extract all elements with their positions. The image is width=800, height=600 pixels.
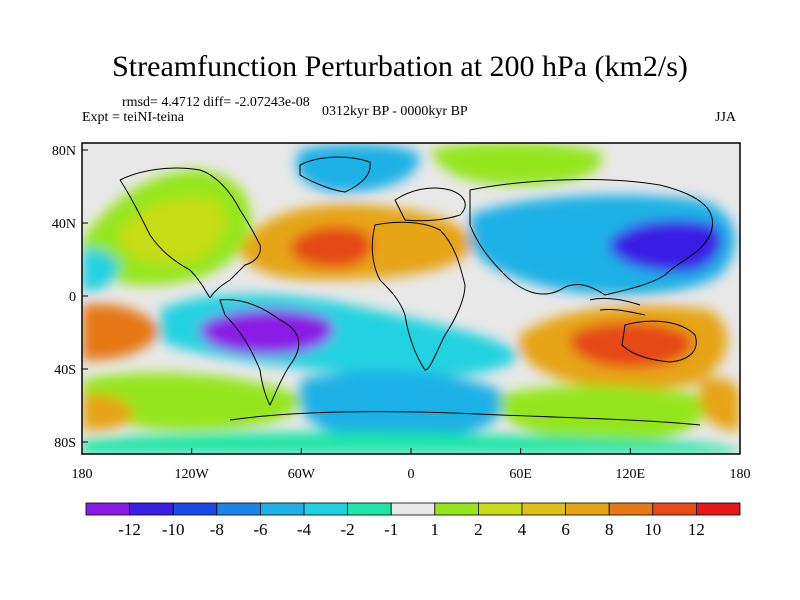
- y-tick-label: 80S: [54, 436, 76, 451]
- colorbar-label: 1: [431, 520, 440, 539]
- colorbar-swatch: [477, 502, 523, 516]
- colorbar-swatch: [129, 502, 174, 516]
- season-label: JJA: [715, 110, 737, 125]
- colorbar-label: -8: [210, 520, 224, 539]
- x-tick-label: 0: [408, 467, 415, 482]
- colorbar-label: -12: [118, 520, 141, 539]
- coastline-australia: [621, 320, 697, 363]
- y-axis: 80N 40N 0 40S 80S: [52, 144, 88, 451]
- experiment-label: Expt = teiNI-teina: [82, 110, 184, 125]
- colorbar-swatch: [565, 502, 610, 516]
- coastlines: [119, 156, 713, 426]
- colorbar-swatch: [85, 502, 130, 516]
- colorbar-label: 4: [518, 520, 527, 539]
- colorbar-label: -6: [253, 520, 267, 539]
- colorbar-label: 12: [688, 520, 705, 539]
- field-region-aus-core: [570, 322, 692, 368]
- colorbar-swatch: [434, 502, 479, 516]
- y-tick-label: 40S: [54, 363, 76, 378]
- colorbar-label: -4: [297, 520, 312, 539]
- coastline-north-america-west: [119, 179, 211, 299]
- x-tick-label: 180: [72, 467, 93, 482]
- colorbar-label: 10: [644, 520, 661, 539]
- y-tick-label: 0: [69, 290, 76, 305]
- coastline-north-america: [119, 167, 261, 299]
- field-region-soc-green2: [500, 385, 707, 445]
- field-region-enpac: [82, 248, 120, 292]
- colorbar-labels: -12 -10 -8 -6 -4 -2 -1 1 2 4 6 8 10 12: [118, 520, 705, 539]
- x-tick-label: 120E: [616, 467, 646, 482]
- field-region-asia-core: [610, 220, 722, 273]
- colorbar-label: -1: [384, 520, 398, 539]
- coastline-europe: [394, 187, 466, 222]
- streamfunction-field: [82, 143, 740, 454]
- coastline-antarctica: [229, 411, 701, 426]
- colorbar: [85, 502, 741, 516]
- colorbar-swatch: [696, 502, 741, 516]
- x-tick-label: 60W: [288, 467, 316, 482]
- x-tick-label: 180: [730, 467, 751, 482]
- plot-title: Streamfunction Perturbation at 200 hPa (…: [112, 50, 688, 83]
- field-region-soc-cyan: [300, 371, 506, 442]
- colorbar-label: -2: [341, 520, 355, 539]
- field-region-npac-inner: [120, 196, 226, 265]
- coastline-south-america: [219, 299, 300, 407]
- colorbar-label: 6: [561, 520, 570, 539]
- coastline-greenland: [299, 156, 371, 193]
- stats-text: rmsd= 4.4712 diff= -2.07243e-08: [122, 95, 310, 110]
- field-region-soc-orange2: [700, 378, 740, 431]
- colorbar-label: 8: [605, 520, 614, 539]
- field-region-antarctic: [82, 432, 740, 454]
- colorbar-swatch: [521, 502, 566, 516]
- y-tick-label: 80N: [52, 144, 76, 159]
- colorbar-swatch: [216, 502, 261, 516]
- coastline-indonesia: [589, 297, 646, 316]
- colorbar-swatch: [303, 502, 348, 516]
- field-region-soc-green: [82, 372, 301, 431]
- map-panel: 80N 40N 0 40S 80S 180 120W 60W 0 60E 120E 180: [52, 142, 751, 482]
- colorbar-swatch: [172, 502, 218, 516]
- y-tick-label: 40N: [52, 217, 76, 232]
- x-axis: 180 120W 60W 0 60E 120E 180: [72, 448, 751, 482]
- x-tick-label: 120W: [175, 467, 210, 482]
- field-region-natl-core: [290, 226, 372, 268]
- colorbar-swatch: [259, 502, 305, 516]
- period-label: 0312kyr BP - 0000kyr BP: [322, 104, 468, 119]
- field-region-spac: [82, 303, 160, 361]
- colorbar-swatch: [608, 502, 654, 516]
- field-region-soc-orange: [82, 393, 135, 431]
- colorbar-label: 2: [474, 520, 483, 539]
- colorbar-swatch: [390, 502, 436, 516]
- coastline-africa: [371, 221, 466, 371]
- field-region-arctic-cyan: [296, 143, 420, 193]
- coastline-asia: [469, 179, 713, 296]
- field-region-arctic-green: [430, 143, 602, 185]
- colorbar-swatch: [347, 502, 392, 516]
- colorbar-swatch: [652, 502, 697, 516]
- colorbar-label: -10: [162, 520, 185, 539]
- x-tick-label: 60E: [509, 467, 532, 482]
- field-region-trop-core: [200, 309, 334, 355]
